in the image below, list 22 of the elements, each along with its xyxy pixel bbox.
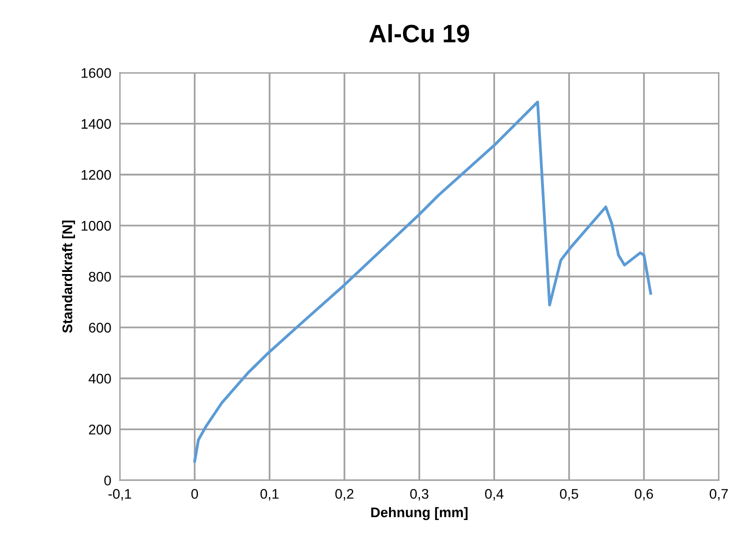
chart-title: Al-Cu 19 — [369, 24, 470, 42]
x-tick-label: 0,3 — [410, 488, 428, 500]
x-tick-label: 0,7 — [710, 488, 728, 500]
line-series — [193, 100, 652, 463]
y-tick-label: 200 — [89, 424, 111, 434]
x-tick-label: 0,5 — [560, 488, 578, 500]
x-tick-label: 0,2 — [335, 488, 354, 500]
x-axis-title: Dehnung [mm] — [371, 507, 468, 520]
y-tick-label: 600 — [89, 322, 111, 333]
y-tick-label: 400 — [88, 374, 111, 384]
x-tick-label: -0,1 — [108, 488, 132, 500]
y-tick-label: 1400 — [82, 119, 111, 129]
y-axis-title: Standardkraft [N] — [62, 220, 76, 333]
y-tick-label: 1200 — [82, 170, 111, 180]
x-tick-label: 0,1 — [260, 488, 279, 500]
x-tick-label: 0,6 — [634, 488, 653, 500]
x-tick-label: 0 — [191, 488, 198, 499]
y-tick-label: 0 — [104, 476, 111, 486]
y-tick-label: 1000 — [82, 220, 111, 231]
x-tick-label: 0,4 — [485, 488, 504, 500]
y-tick-label: 1600 — [82, 68, 111, 78]
y-tick-label: 800 — [88, 272, 111, 282]
